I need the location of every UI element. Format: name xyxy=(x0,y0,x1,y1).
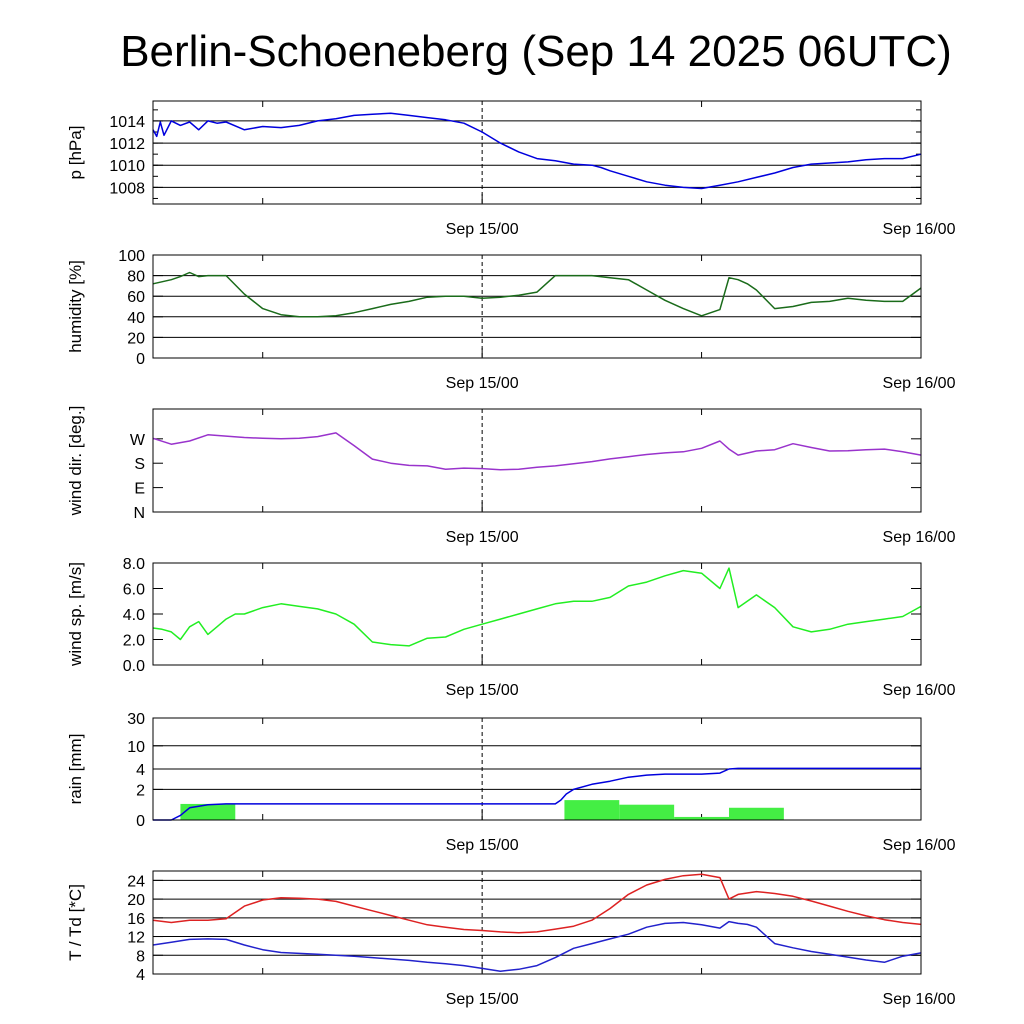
panel-rain: 0 2 4 10 30 Sep 15/00 Sep 16/00 rain [mm] xyxy=(66,711,956,854)
y-axis-label: wind dir. [deg.] xyxy=(66,406,85,517)
y-tick-label: 1014 xyxy=(109,114,145,131)
y-tick-label: 4 xyxy=(136,762,145,779)
y-tick-label: 10 xyxy=(127,739,145,756)
series-line-pressure-0 xyxy=(152,112,922,190)
x-tick-label: Sep 16/00 xyxy=(883,837,956,854)
y-tick-label: 20 xyxy=(127,892,145,909)
y-tick-label: 60 xyxy=(127,289,145,306)
y-tick-label: 0 xyxy=(136,351,145,368)
series-line-temperature-0 xyxy=(152,873,922,934)
rain-bar xyxy=(674,816,729,820)
y-tick-label: E xyxy=(134,481,145,498)
panel-humidity: 0 20 40 60 80 100 Sep 15/00 Sep 16/00 humidity [… xyxy=(66,248,956,392)
y-tick-label: 24 xyxy=(127,873,145,890)
rain-bar xyxy=(619,804,675,820)
x-tick-label: Sep 16/00 xyxy=(883,682,956,699)
x-tick-label: Sep 15/00 xyxy=(446,529,519,546)
y-tick-label: 4.0 xyxy=(123,607,145,624)
y-tick-label: 1012 xyxy=(109,136,145,153)
plot-frame xyxy=(152,254,922,359)
y-tick-label: N xyxy=(133,505,145,522)
plot-frame xyxy=(152,100,922,205)
x-tick-label: Sep 15/00 xyxy=(446,837,519,854)
y-tick-label: 0.0 xyxy=(123,658,145,675)
plot-frame xyxy=(152,717,922,821)
x-tick-label: Sep 15/00 xyxy=(446,991,519,1008)
y-tick-label: 80 xyxy=(127,269,145,286)
y-tick-label: 8.0 xyxy=(123,556,145,573)
series-line-humidity-0 xyxy=(152,271,922,318)
y-axis-label: wind sp. [m/s] xyxy=(66,562,85,667)
series-line-wind_direction-0 xyxy=(152,432,922,471)
x-tick-label: Sep 15/00 xyxy=(446,221,519,238)
panel-pressure: 1008 1010 1012 1014 Sep 15/00 Sep 16/00 p [hPa… xyxy=(66,100,956,238)
series-line-rain-0 xyxy=(153,767,921,821)
plot-frame xyxy=(152,408,922,513)
y-tick-label: 4 xyxy=(136,967,145,984)
y-tick-label: W xyxy=(130,432,146,449)
y-tick-label: 0 xyxy=(136,813,145,830)
y-tick-label: 30 xyxy=(127,711,145,728)
y-tick-label: 12 xyxy=(127,930,145,947)
plot-frame xyxy=(152,870,922,975)
y-tick-label: 8 xyxy=(136,948,145,965)
y-tick-label: 6.0 xyxy=(123,582,145,599)
y-tick-label: 2.0 xyxy=(123,633,145,650)
y-tick-label: S xyxy=(134,456,145,473)
x-tick-label: Sep 15/00 xyxy=(446,375,519,392)
rain-bar xyxy=(729,807,784,820)
x-tick-label: Sep 16/00 xyxy=(883,221,956,238)
panel-wind_speed: 0.0 2.0 4.0 6.0 8.0 Sep 15/00 Sep 16/00 wind sp… xyxy=(66,556,956,699)
y-axis-label: T / Td [*C] xyxy=(66,884,85,961)
x-tick-label: Sep 16/00 xyxy=(883,375,956,392)
series-line-wind_speed-0 xyxy=(152,567,922,647)
y-axis-label: rain [mm] xyxy=(66,734,85,805)
y-tick-label: 1008 xyxy=(109,180,145,197)
x-tick-label: Sep 16/00 xyxy=(883,529,956,546)
y-tick-label: 16 xyxy=(127,911,145,928)
y-tick-label: 40 xyxy=(127,310,145,327)
series-line-temperature-1 xyxy=(152,920,922,972)
y-tick-label: 20 xyxy=(127,330,145,347)
rain-bar xyxy=(180,803,236,820)
chart-title: Berlin-Schoeneberg (Sep 14 2025 06UTC) xyxy=(120,27,952,76)
plot-frame xyxy=(152,562,922,666)
y-axis-label: humidity [%] xyxy=(66,260,85,353)
rain-bar xyxy=(564,800,620,820)
x-tick-label: Sep 16/00 xyxy=(883,991,956,1008)
x-tick-label: Sep 15/00 xyxy=(446,682,519,699)
y-tick-label: 2 xyxy=(136,782,145,799)
y-tick-label: 100 xyxy=(118,248,145,265)
y-axis-label: p [hPa] xyxy=(66,126,85,180)
y-tick-label: 1010 xyxy=(109,158,145,175)
